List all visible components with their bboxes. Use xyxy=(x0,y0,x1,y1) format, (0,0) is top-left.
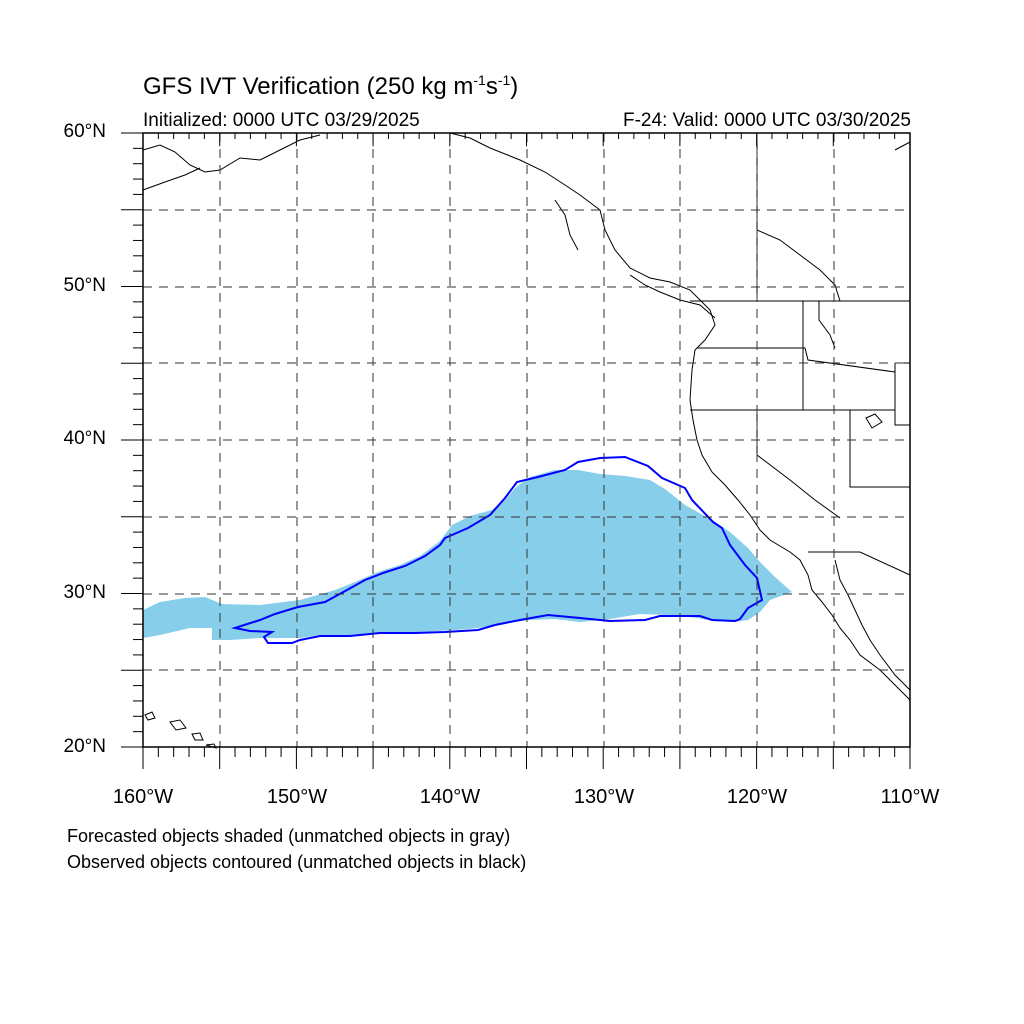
axis-ticks xyxy=(121,132,911,769)
lat-label-40n: 40°N xyxy=(63,428,106,449)
legend-forecast-note: Forecasted objects shaded (unmatched obj… xyxy=(67,826,511,846)
forecast-object xyxy=(143,470,792,640)
chart-title: GFS IVT Verification (250 kg m-1s-1) xyxy=(143,72,519,100)
political-borders xyxy=(690,133,911,576)
lat-label-30n: 30°N xyxy=(63,582,106,603)
lon-label-150w: 150°W xyxy=(266,786,328,808)
lon-label-110w: 110°W xyxy=(880,786,940,808)
valid-time: F-24: Valid: 0000 UTC 03/30/2025 xyxy=(623,110,911,131)
lon-label-130w: 130°W xyxy=(573,786,635,808)
observed-object xyxy=(231,455,764,644)
legend-observed-note: Observed objects contoured (unmatched ob… xyxy=(67,852,527,872)
lat-label-60n: 60°N xyxy=(63,121,106,142)
initialized-time: Initialized: 0000 UTC 03/29/2025 xyxy=(143,110,420,131)
grid-lines xyxy=(143,133,910,747)
lat-label-20n: 20°N xyxy=(63,736,106,757)
lon-label-120w: 120°W xyxy=(726,786,788,808)
lon-label-160w: 160°W xyxy=(112,786,174,808)
lat-label-50n: 50°N xyxy=(63,275,106,296)
lon-label-140w: 140°W xyxy=(419,786,481,808)
